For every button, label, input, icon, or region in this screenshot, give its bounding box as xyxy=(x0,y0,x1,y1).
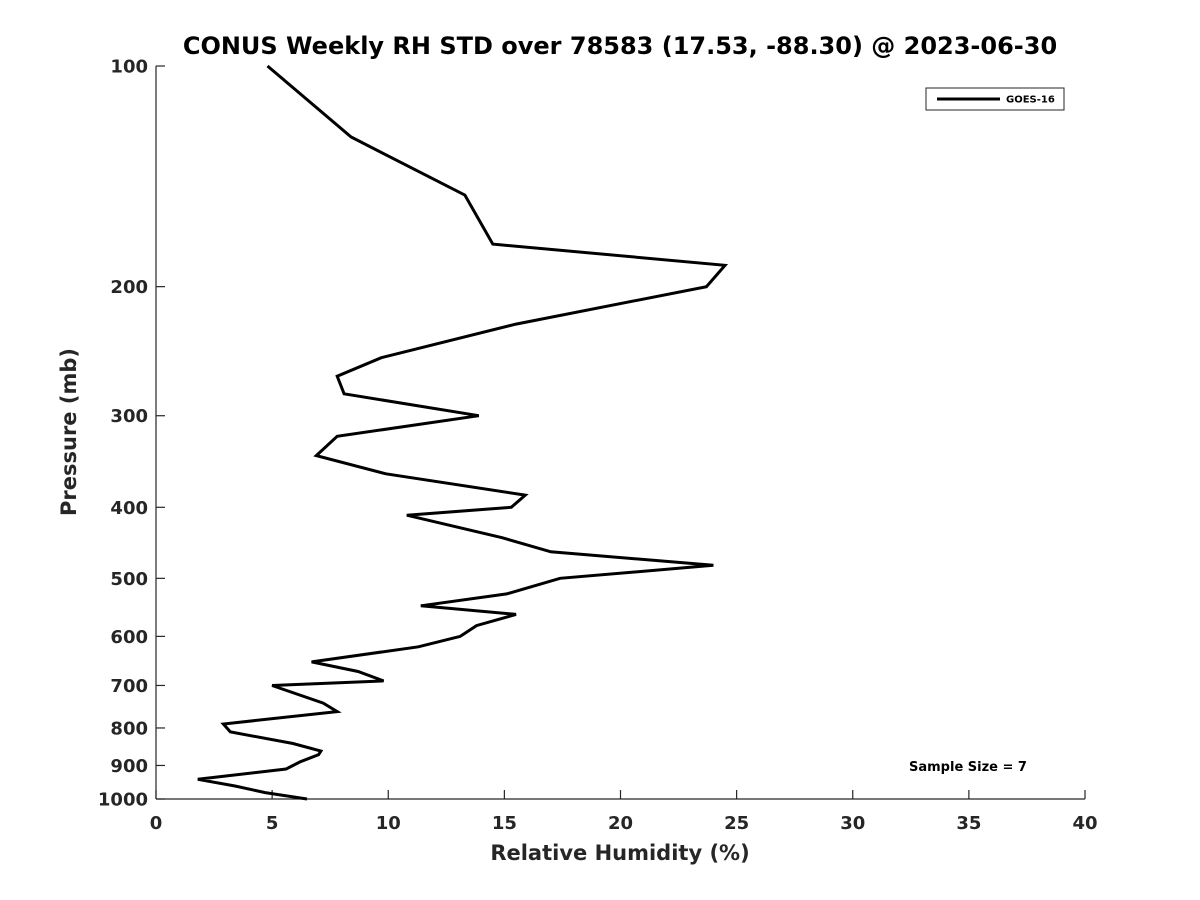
y-tick-label: 300 xyxy=(110,406,148,427)
x-tick-label: 10 xyxy=(376,813,401,834)
sample-size-annotation: Sample Size = 7 xyxy=(909,760,1027,775)
y-tick-label: 900 xyxy=(110,756,148,777)
x-tick-label: 20 xyxy=(608,813,633,834)
x-tick-label: 5 xyxy=(266,813,279,834)
y-tick-label: 100 xyxy=(110,57,148,78)
series-line-goes-16 xyxy=(197,64,729,801)
x-axis-ticks: 0 5 10 15 20 25 30 35 40 xyxy=(150,790,1098,834)
legend: GOES-16 xyxy=(925,87,1065,111)
y-tick-label: 800 xyxy=(110,718,148,739)
y-tick-label: 1000 xyxy=(98,790,148,811)
y-tick-label: 400 xyxy=(110,498,148,519)
y-tick-label: 500 xyxy=(110,569,148,590)
x-axis-label: Relative Humidity (%) xyxy=(490,841,749,865)
y-tick-label: 700 xyxy=(110,676,148,697)
x-tick-label: 35 xyxy=(956,813,981,834)
y-tick-label: 600 xyxy=(110,627,148,648)
y-axis-label: Pressure (mb) xyxy=(57,348,81,516)
chart-title: CONUS Weekly RH STD over 78583 (17.53, -… xyxy=(183,32,1057,60)
series-layer xyxy=(197,64,729,801)
y-axis-ticks: 100 200 300 400 500 600 700 800 900 1000 xyxy=(98,57,165,811)
x-tick-label: 0 xyxy=(150,813,163,834)
x-tick-label: 15 xyxy=(492,813,517,834)
plot-area xyxy=(156,66,1085,799)
x-tick-label: 40 xyxy=(1072,813,1097,834)
x-tick-label: 30 xyxy=(840,813,865,834)
legend-label-goes-16: GOES-16 xyxy=(1006,95,1055,106)
y-tick-label: 200 xyxy=(110,277,148,298)
x-tick-label: 25 xyxy=(724,813,749,834)
